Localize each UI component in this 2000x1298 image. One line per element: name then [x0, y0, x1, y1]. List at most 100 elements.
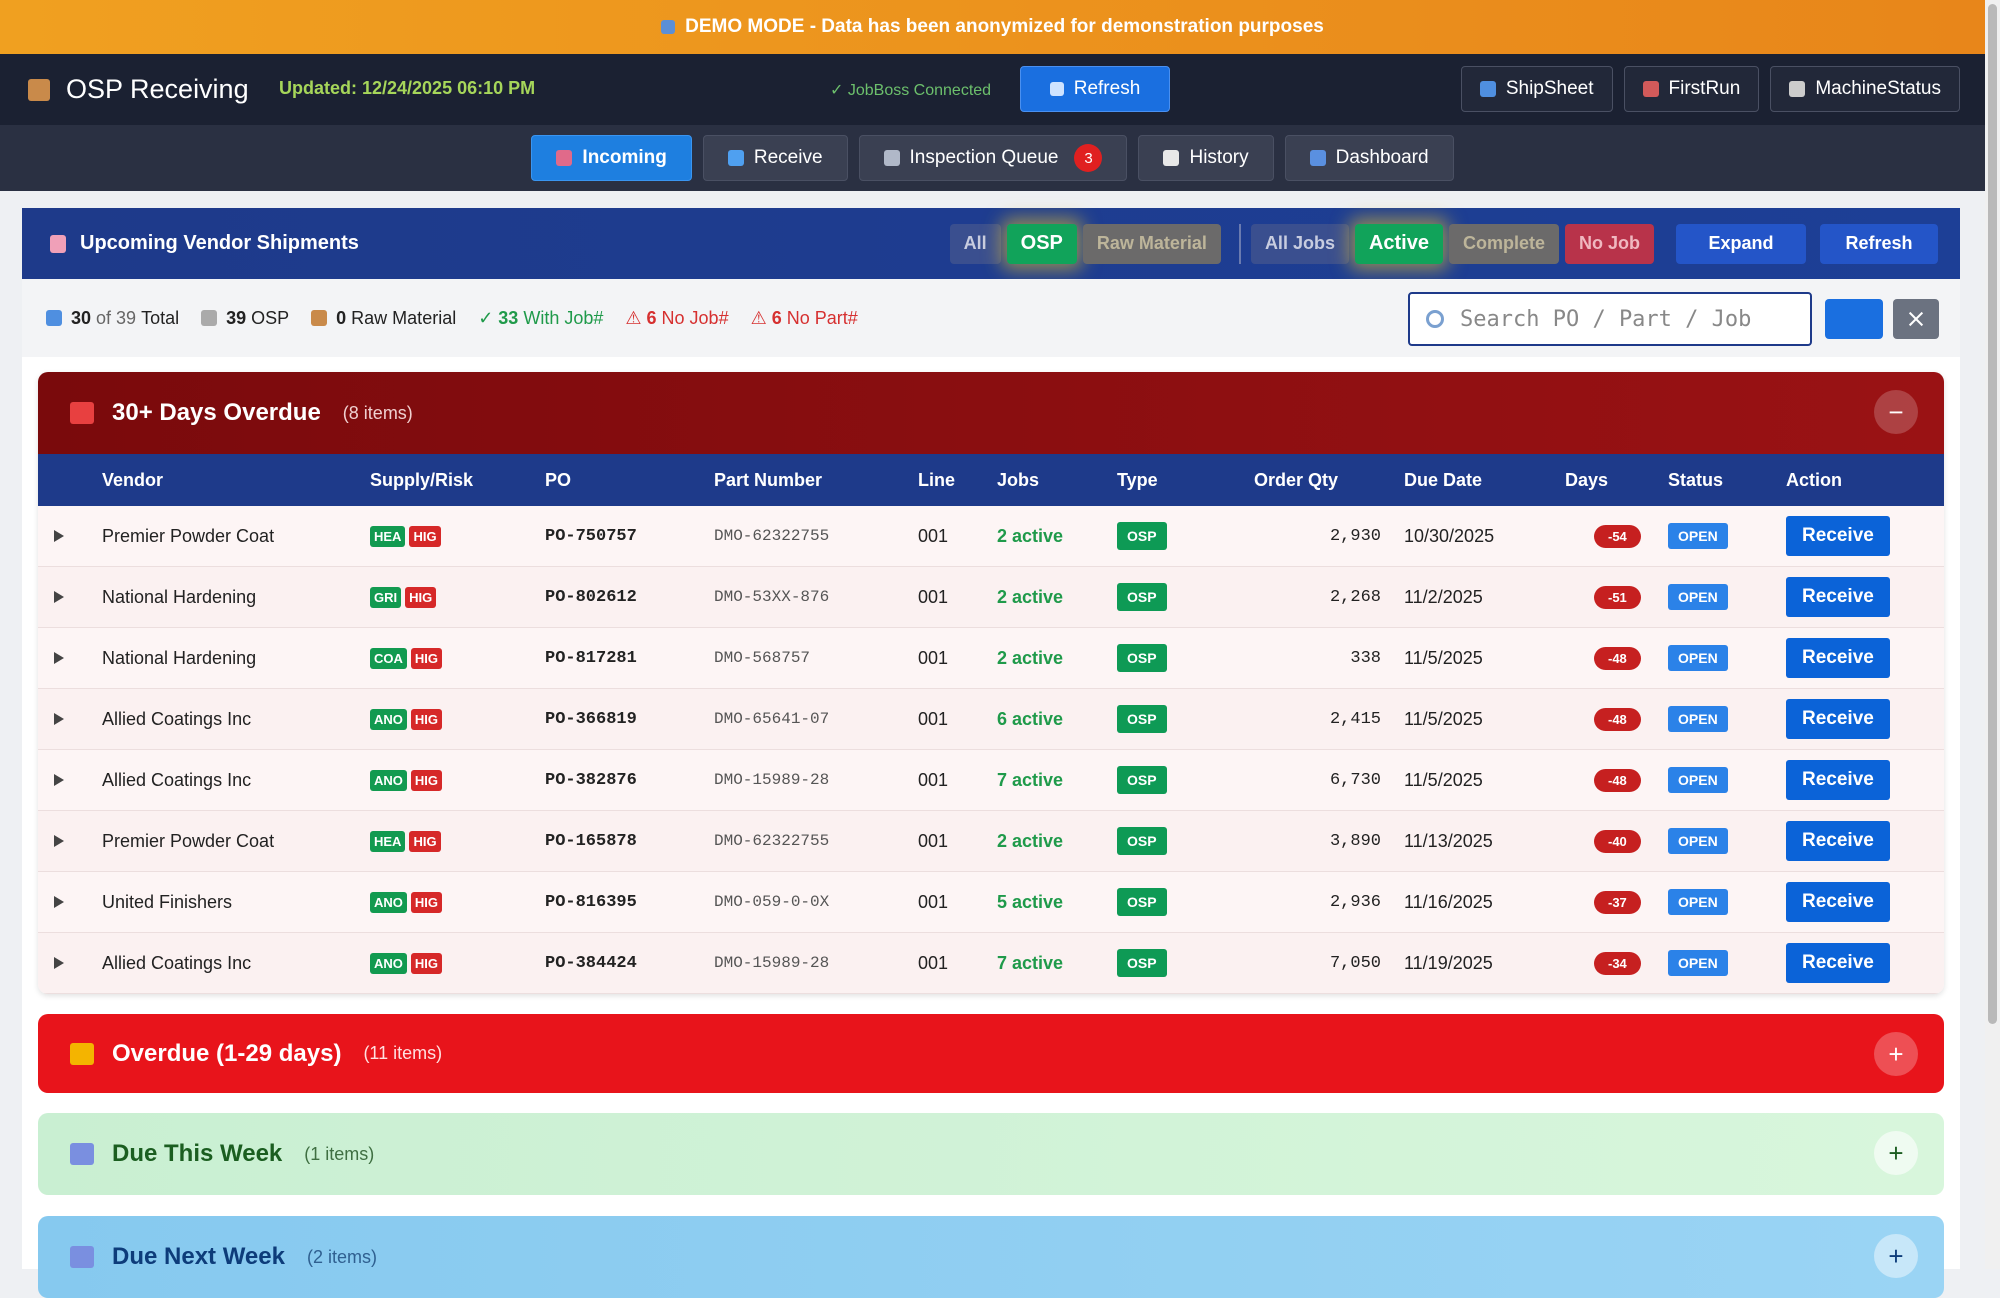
status-badge: OPEN: [1668, 706, 1728, 732]
po-number: PO-382876: [545, 770, 637, 790]
receive-button[interactable]: Receive: [1786, 882, 1890, 922]
column-header: PO: [545, 469, 572, 490]
expand-arrow[interactable]: [54, 811, 64, 871]
line: 001: [918, 586, 949, 607]
part-number: DMO-62322755: [714, 832, 830, 850]
days-pill: -34: [1594, 951, 1641, 975]
status-cell: OPEN: [1668, 506, 1728, 566]
search-icon: [1426, 310, 1444, 328]
jobs[interactable]: 2 active: [997, 647, 1064, 668]
risk-tag: ANO: [370, 769, 407, 791]
expand-arrow[interactable]: [54, 750, 64, 810]
tab[interactable]: Dashboard: [1284, 135, 1454, 181]
expand-arrow[interactable]: [54, 933, 64, 993]
column-header: Days: [1565, 469, 1609, 490]
header-link[interactable]: ShipSheet: [1460, 66, 1613, 112]
expand-arrow[interactable]: [54, 689, 64, 749]
refresh-label: Refresh: [1073, 78, 1141, 99]
expand-arrow[interactable]: [54, 506, 64, 566]
supply-risk: GRI HIG: [370, 567, 440, 627]
section-header[interactable]: 30+ Days Overdue (8 items) −: [38, 372, 1944, 454]
risk-tag: HIG: [409, 525, 441, 547]
type-cell: OSP: [1117, 628, 1167, 688]
receive-button[interactable]: Receive: [1786, 821, 1890, 861]
header-link[interactable]: FirstRun: [1623, 66, 1760, 112]
search-button[interactable]: [1825, 299, 1883, 339]
stat-detail: of 39: [96, 307, 137, 328]
stat: ⚠ 6 No Part#: [751, 308, 858, 329]
days-cell: -37: [1594, 872, 1641, 932]
section-title: Due This Week: [112, 1140, 283, 1167]
section-toggle[interactable]: −: [1874, 390, 1918, 434]
status-cell: OPEN: [1668, 567, 1728, 627]
jobs[interactable]: 5 active: [997, 891, 1064, 912]
tab[interactable]: Incoming: [531, 135, 692, 181]
tab[interactable]: Receive: [702, 135, 848, 181]
jobs[interactable]: 2 active: [997, 830, 1064, 851]
order-qty: 338: [1350, 648, 1381, 668]
clear-button[interactable]: [1893, 299, 1939, 339]
jobs[interactable]: 7 active: [997, 952, 1064, 973]
expand-arrow[interactable]: [54, 872, 64, 932]
po-number: PO-816395: [545, 892, 637, 912]
link-label: ShipSheet: [1505, 78, 1594, 99]
tab[interactable]: Inspection Queue 3: [858, 135, 1128, 181]
column-header: Due Date: [1404, 469, 1483, 490]
section: Due This Week (1 items) +: [38, 1113, 1944, 1195]
section-count: (2 items): [306, 1246, 377, 1267]
tab-label: History: [1189, 147, 1249, 168]
icon: [1309, 150, 1326, 166]
risk-tag: HIG: [410, 891, 443, 913]
panel-title: Upcoming Vendor Shipments: [50, 232, 950, 255]
section-toggle[interactable]: +: [1874, 1234, 1918, 1278]
receive-button[interactable]: Receive: [1786, 760, 1890, 800]
jobs[interactable]: 2 active: [997, 586, 1064, 607]
due-date: 11/5/2025: [1404, 769, 1483, 790]
tab[interactable]: History: [1138, 135, 1274, 181]
table-row: Premier Powder Coat HEA HIG PO-750757 DMO-62…: [38, 506, 1944, 567]
vendor: National Hardening: [102, 586, 257, 607]
type-filter[interactable]: All: [949, 223, 1001, 264]
icon: [1789, 81, 1806, 97]
type-badge: OSP: [1117, 827, 1167, 855]
icon: [1642, 81, 1659, 97]
job-filter[interactable]: All Jobs: [1250, 223, 1349, 264]
type-cell: OSP: [1117, 506, 1167, 566]
section-toggle[interactable]: +: [1874, 1032, 1918, 1076]
receive-button[interactable]: Receive: [1786, 516, 1890, 556]
due-date: 11/13/2025: [1404, 830, 1493, 851]
jobs[interactable]: 6 active: [997, 708, 1064, 729]
section-toggle[interactable]: +: [1874, 1131, 1918, 1175]
icon: [28, 78, 50, 101]
section-header[interactable]: Overdue (1-29 days) (11 items) +: [38, 1014, 1944, 1093]
type-filter[interactable]: Raw Material: [1082, 223, 1221, 264]
demo-banner: DEMO MODE - Data has been anonymized for…: [0, 0, 1985, 54]
risk-tag: HEA: [370, 525, 406, 547]
refresh-button[interactable]: Refresh: [1020, 66, 1170, 112]
job-filter[interactable]: No Job: [1565, 223, 1654, 264]
job-filter[interactable]: Complete: [1448, 223, 1559, 264]
header: OSP Receiving Updated: 12/24/2025 06:10 P…: [0, 54, 1985, 125]
po-number: PO-384424: [545, 953, 637, 973]
section-header[interactable]: Due This Week (1 items) +: [38, 1113, 1944, 1195]
receive-button[interactable]: Receive: [1786, 699, 1890, 739]
status-cell: OPEN: [1668, 628, 1728, 688]
expand-arrow[interactable]: [54, 567, 64, 627]
stat: 30 of 39 Total: [46, 308, 179, 329]
search-input[interactable]: Search PO / Part / Job: [1408, 292, 1812, 346]
type-filter[interactable]: OSP: [1006, 223, 1077, 264]
icon: [661, 20, 676, 34]
jobs[interactable]: 7 active: [997, 769, 1064, 790]
receive-button[interactable]: Receive: [1786, 638, 1890, 678]
expand-arrow[interactable]: [54, 628, 64, 688]
receive-button[interactable]: Receive: [1786, 943, 1890, 983]
stat: 0 Raw Material: [311, 308, 456, 329]
panel-refresh[interactable]: Refresh: [1820, 223, 1938, 264]
header-link[interactable]: MachineStatus: [1770, 66, 1960, 112]
section-header[interactable]: Due Next Week (2 items) +: [38, 1216, 1944, 1298]
expand-button[interactable]: Expand: [1676, 223, 1806, 264]
job-filter[interactable]: Active: [1354, 223, 1443, 264]
column-header: Supply/Risk: [370, 469, 474, 490]
jobs[interactable]: 2 active: [997, 525, 1064, 546]
receive-button[interactable]: Receive: [1786, 577, 1890, 617]
